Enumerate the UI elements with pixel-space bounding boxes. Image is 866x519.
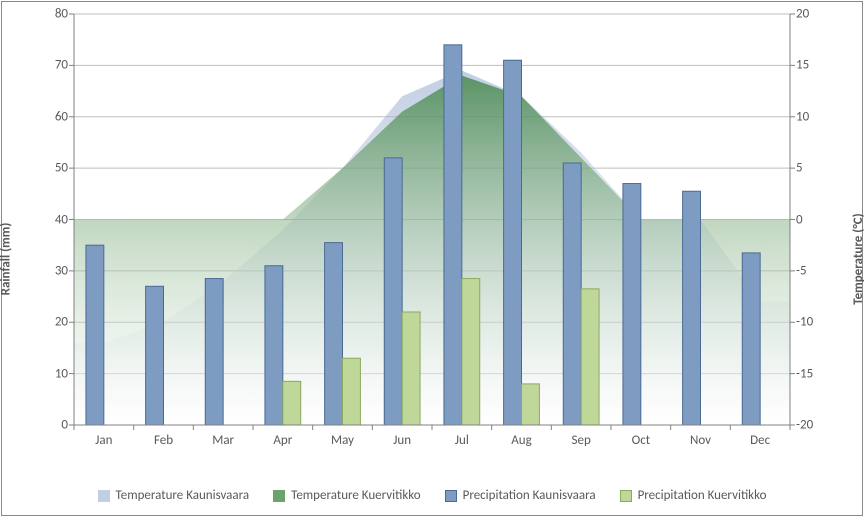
legend-item: Precipitation Kaunisvaara <box>445 488 596 503</box>
x-tick-label: Aug <box>511 425 531 448</box>
x-tick-label: Oct <box>632 425 650 448</box>
bar-precip-kuervitikko <box>402 312 420 425</box>
bar-precip-kuervitikko <box>581 289 599 425</box>
bar-precip-kuervitikko <box>462 279 480 425</box>
x-tick-label: Nov <box>690 425 711 448</box>
bar-precip-kaunisvaara <box>444 45 462 425</box>
bar-precip-kaunisvaara <box>325 243 343 425</box>
bar-precip-kaunisvaara <box>683 191 701 425</box>
legend-label: Temperature Kuervitikko <box>291 488 421 503</box>
x-tick-label: Jul <box>455 425 469 448</box>
x-tick-label: May <box>331 425 354 448</box>
y-left-tick-label: 0 <box>61 418 74 433</box>
chart-svg <box>74 14 790 425</box>
x-tick-label: Mar <box>212 425 234 448</box>
y-left-tick-label: 30 <box>55 263 74 278</box>
x-tick-label: Jun <box>393 425 411 448</box>
bar-precip-kaunisvaara <box>86 245 104 425</box>
y-left-tick-label: 70 <box>55 58 74 73</box>
bar-precip-kuervitikko <box>283 381 301 425</box>
legend-item: Temperature Kuervitikko <box>273 488 421 503</box>
bar-precip-kaunisvaara <box>265 266 283 425</box>
y-left-tick-label: 20 <box>55 315 74 330</box>
bar-precip-kaunisvaara <box>563 163 581 425</box>
y-right-tick-label: 15 <box>790 58 809 73</box>
legend-label: Temperature Kaunisvaara <box>116 488 250 503</box>
y-right-tick-label: -10 <box>790 315 813 330</box>
legend: Temperature Kaunisvaara Temperature Kuerv… <box>2 488 862 503</box>
legend-swatch <box>445 490 457 502</box>
y-right-tick-label: -5 <box>790 263 807 278</box>
bar-precip-kaunisvaara <box>504 60 522 425</box>
bar-precip-kaunisvaara <box>742 253 760 425</box>
legend-swatch <box>98 490 110 502</box>
y-axis-right-title: Temperature (°C) <box>851 213 866 304</box>
bar-precip-kuervitikko <box>343 358 361 425</box>
y-left-tick-label: 40 <box>55 212 74 227</box>
y-right-tick-label: 20 <box>790 7 809 22</box>
legend-label: Precipitation Kaunisvaara <box>463 488 596 503</box>
legend-item: Precipitation Kuervitikko <box>620 488 767 503</box>
y-left-tick-label: 50 <box>55 161 74 176</box>
y-axis-left-title: Rainfall (mm) <box>0 222 14 295</box>
y-right-tick-label: 0 <box>790 212 803 227</box>
y-left-tick-label: 80 <box>55 7 74 22</box>
x-tick-label: Dec <box>750 425 770 448</box>
legend-item: Temperature Kaunisvaara <box>98 488 250 503</box>
legend-label: Precipitation Kuervitikko <box>638 488 767 503</box>
chart-frame: Rainfall (mm) Temperature (°C) 010203040… <box>1 1 863 516</box>
bar-precip-kaunisvaara <box>205 279 223 425</box>
y-right-tick-label: 10 <box>790 109 809 124</box>
legend-swatch <box>273 490 285 502</box>
y-left-tick-label: 10 <box>55 366 74 381</box>
bar-precip-kuervitikko <box>522 384 540 425</box>
x-tick-label: Jan <box>95 425 112 448</box>
x-tick-label: Apr <box>273 425 292 448</box>
bar-precip-kaunisvaara <box>623 184 641 425</box>
y-right-tick-label: -20 <box>790 418 813 433</box>
bar-precip-kaunisvaara <box>384 158 402 425</box>
legend-swatch <box>620 490 632 502</box>
y-right-tick-label: 5 <box>790 161 803 176</box>
bar-precip-kaunisvaara <box>146 286 164 425</box>
y-left-tick-label: 60 <box>55 109 74 124</box>
x-tick-label: Sep <box>572 425 591 448</box>
y-right-tick-label: -15 <box>790 366 813 381</box>
plot-area: 01020304050607080-20-15-10-505101520JanF… <box>74 14 790 425</box>
x-tick-label: Feb <box>154 425 173 448</box>
